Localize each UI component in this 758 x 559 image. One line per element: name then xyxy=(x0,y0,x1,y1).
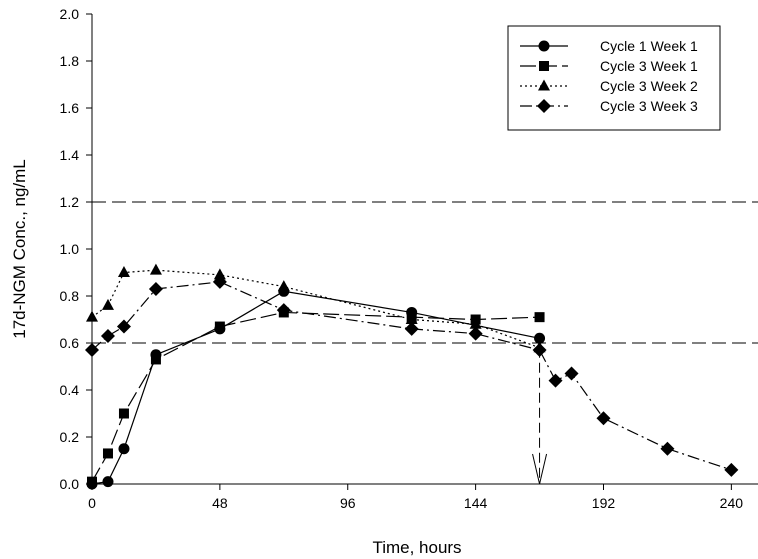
series-cycle-3-week-3-point xyxy=(564,366,579,381)
series-cycle-1-week-1-point xyxy=(118,443,130,455)
y-tick-label: 1.2 xyxy=(60,194,80,210)
x-tick-label: 240 xyxy=(720,495,744,511)
legend: Cycle 1 Week 1 Cycle 3 Week 1 Cycle 3 Week… xyxy=(507,25,721,131)
series-cycle-3-week-1-line xyxy=(91,311,540,482)
legend-item-cycle-3-week-3-marker xyxy=(537,99,551,113)
legend-item-cycle-3-week-3-label: Cycle 3 Week 3 xyxy=(600,98,698,114)
series-cycle-3-week-2-point xyxy=(405,313,418,324)
series-cycle-3-week-3-point xyxy=(212,274,227,289)
legend-item-cycle-1-week-1-label: Cycle 1 Week 1 xyxy=(600,38,698,54)
series-cycle-3-week-3-point xyxy=(660,441,675,456)
x-tick-label: 96 xyxy=(340,495,356,511)
series-cycle-3-week-1-point xyxy=(118,408,129,419)
y-tick-label: 2.0 xyxy=(60,6,80,22)
series-cycle-3-week-2-point xyxy=(149,263,162,275)
plot-area: 0.0 0.2 0.4 0.6 0.8 1.0 1.2 1.4 1.6 1.8 2.0 0 48 96 14… xyxy=(60,6,758,511)
series-cycle-3-week-3-point xyxy=(116,319,131,334)
series-cycle-3-week-3-point xyxy=(100,328,115,343)
y-tick-label: 0.2 xyxy=(60,429,80,445)
series-cycle-3-week-3-point xyxy=(724,462,739,477)
series-cycle-3-week-1-point xyxy=(150,354,161,365)
series-cycle-3-week-3-point xyxy=(148,281,163,296)
series-cycle-3-week-3-point xyxy=(276,303,291,318)
series-cycle-3-week-2-point xyxy=(213,268,226,280)
x-tick-label: 48 xyxy=(212,495,228,511)
series-cycle-1-week-1-point xyxy=(534,332,546,344)
y-tick-label: 0.4 xyxy=(60,382,80,398)
legend-item-cycle-1-week-1-marker xyxy=(538,40,550,52)
series-cycle-3-week-3-point xyxy=(404,321,419,336)
y-tick-label: 1.0 xyxy=(60,241,80,257)
series-cycle-3-week-3-point xyxy=(548,373,563,388)
legend-item-cycle-3-week-1-label: Cycle 3 Week 1 xyxy=(600,58,698,74)
y-tick-label: 1.4 xyxy=(60,147,80,163)
series-cycle-1-week-1-line xyxy=(91,290,540,485)
y-tick-label: 1.6 xyxy=(60,100,80,116)
y-axis-title: 17d-NGM Conc., ng/mL xyxy=(10,159,29,339)
x-axis-title: Time, hours xyxy=(372,538,461,557)
y-tick-label: 0.6 xyxy=(60,335,80,351)
series-cycle-3-week-3-point xyxy=(596,411,611,426)
series-cycle-3-week-1-point xyxy=(102,448,113,459)
series-cycle-3-week-2-point xyxy=(469,317,482,329)
legend-item-cycle-3-week-2-marker xyxy=(538,79,550,91)
series-cycle-3-week-3-point xyxy=(85,343,99,358)
series-cycle-3-week-1-point xyxy=(534,312,545,323)
series-cycle-3-week-1-point xyxy=(87,476,97,487)
series-cycle-3-week-2-point xyxy=(277,280,290,292)
series-cycle-3-week-2-point xyxy=(86,310,98,322)
series-cycle-3-week-3-line xyxy=(91,281,732,471)
y-tick-label: 1.8 xyxy=(60,53,80,69)
x-tick-label: 0 xyxy=(88,495,96,511)
y-tick-label: 0.8 xyxy=(60,288,80,304)
legend-item-cycle-3-week-1-marker xyxy=(539,61,549,71)
y-tick-label: 0.0 xyxy=(60,476,80,492)
series-cycle-3-week-3-point xyxy=(468,326,483,341)
legend-item-cycle-3-week-2-label: Cycle 3 Week 2 xyxy=(600,78,698,94)
series-cycle-3-week-3-point xyxy=(532,343,547,358)
series-cycle-3-week-1-point xyxy=(214,321,225,332)
series-cycle-1-week-1-point xyxy=(102,476,114,488)
x-tick-label: 144 xyxy=(464,495,488,511)
series-cycle-3-week-2-point xyxy=(101,298,114,310)
series-cycle-3-week-2-point xyxy=(117,266,130,277)
arrow-head xyxy=(532,453,548,485)
x-tick-label: 192 xyxy=(592,495,616,511)
